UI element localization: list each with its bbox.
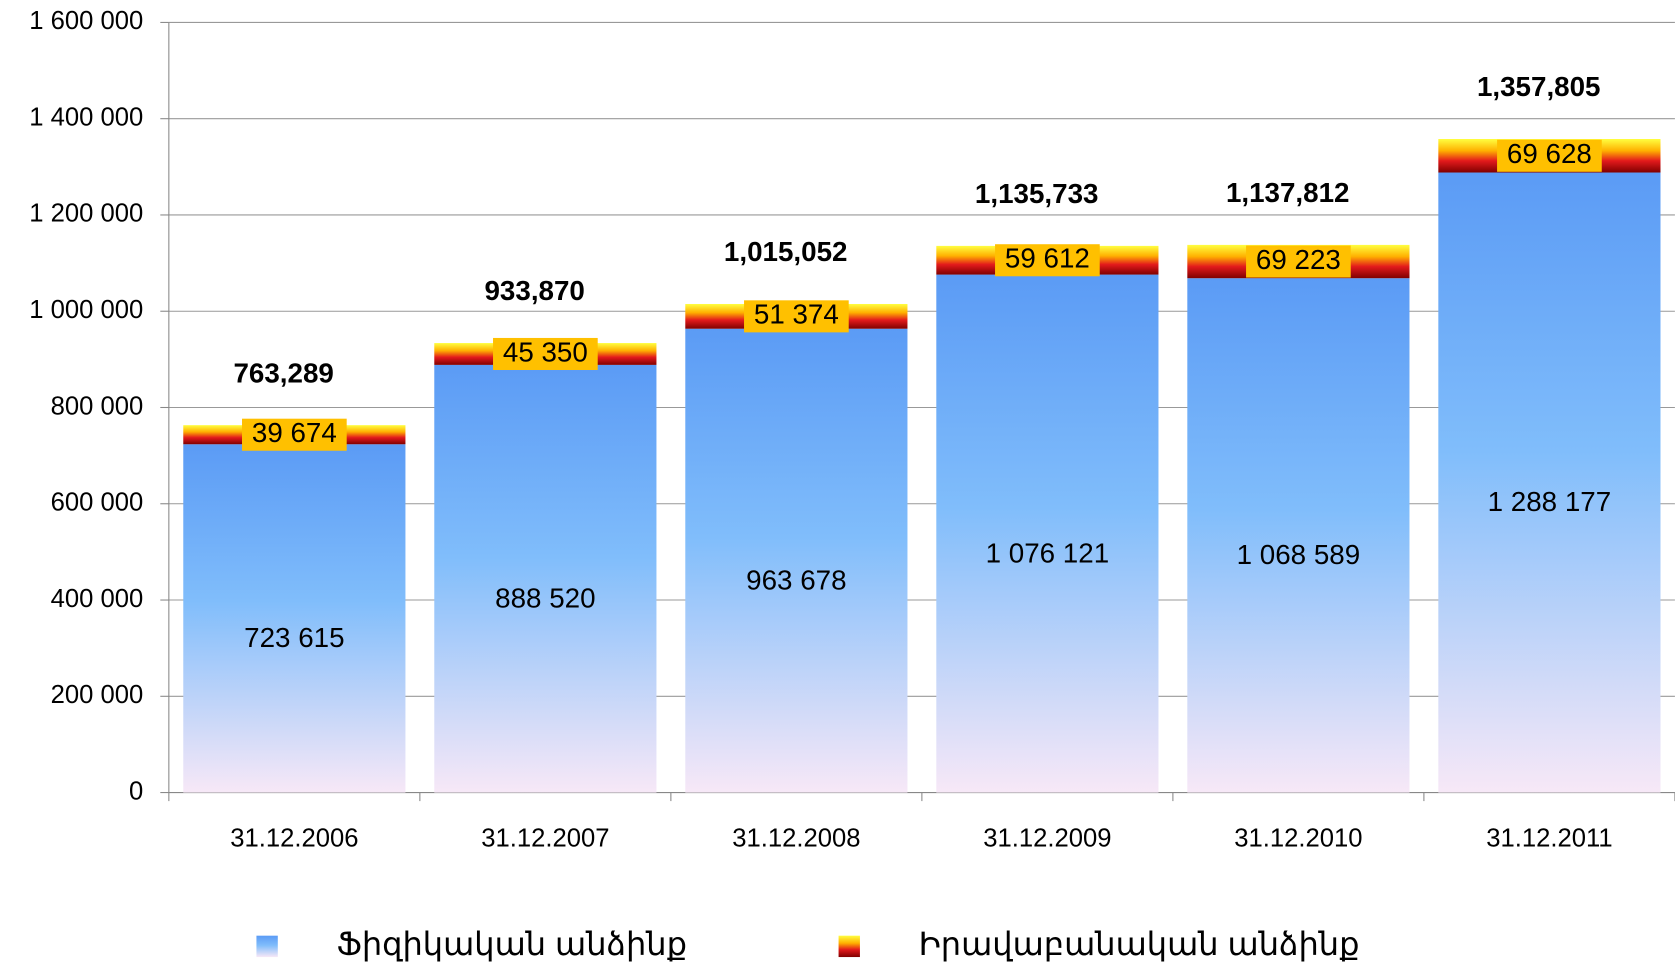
y-tick-label: 1 400 000: [29, 103, 143, 131]
bar-segment: [183, 444, 406, 793]
x-tick-label: 31.12.2010: [1234, 824, 1362, 852]
value-label: 888 520: [495, 582, 595, 613]
total-label: 1,135,733: [975, 178, 1099, 209]
x-tick-label: 31.12.2008: [732, 824, 860, 852]
legend-label: Ֆիզիկական անձինք: [337, 926, 687, 962]
legend-swatch: [838, 935, 860, 958]
total-label: 1,137,812: [1226, 177, 1350, 208]
x-tick-label: 31.12.2007: [481, 824, 609, 852]
value-label-box: [1246, 245, 1351, 278]
total-label: 933,870: [484, 275, 584, 306]
value-label: 69 223: [1256, 244, 1341, 275]
y-tick-label: 1 600 000: [29, 7, 143, 35]
value-label-box: [493, 337, 598, 370]
bar-segment: [1187, 278, 1410, 793]
value-label: 1 076 121: [986, 537, 1110, 568]
value-label-box: [995, 244, 1100, 277]
value-label: 723 615: [244, 622, 344, 653]
bar-segment: [936, 274, 1159, 793]
value-label: 69 628: [1507, 138, 1592, 169]
y-tick-label: 800 000: [51, 392, 144, 420]
y-tick-label: 0: [129, 777, 143, 805]
bar-segment: [434, 364, 657, 793]
x-tick-label: 31.12.2006: [230, 824, 358, 852]
value-label: 1 068 589: [1237, 539, 1361, 570]
bar-segment: [1438, 172, 1661, 793]
value-label: 51 374: [754, 299, 839, 330]
x-tick-label: 31.12.2011: [1486, 824, 1612, 852]
total-label: 763,289: [233, 357, 333, 388]
value-label: 39 674: [252, 417, 337, 448]
y-tick-label: 600 000: [51, 489, 144, 517]
value-label: 59 612: [1005, 243, 1090, 274]
bar-segment: [685, 328, 908, 793]
x-tick-label: 31.12.2009: [983, 824, 1111, 852]
value-label: 963 678: [746, 564, 846, 595]
value-label: 1 288 177: [1488, 486, 1612, 517]
y-tick-label: 1 000 000: [29, 296, 143, 324]
legend-label: Իրավաբանական անձինք: [919, 926, 1360, 962]
legend-swatch: [256, 935, 278, 958]
total-label: 1,015,052: [724, 236, 848, 267]
y-tick-label: 400 000: [51, 585, 144, 613]
value-label-box: [242, 418, 347, 451]
value-label-box: [744, 300, 849, 333]
total-label: 1,357,805: [1477, 71, 1601, 102]
value-label: 45 350: [503, 336, 588, 367]
y-tick-label: 1 200 000: [29, 200, 143, 228]
value-label-box: [1497, 139, 1602, 172]
y-tick-label: 200 000: [51, 681, 144, 709]
